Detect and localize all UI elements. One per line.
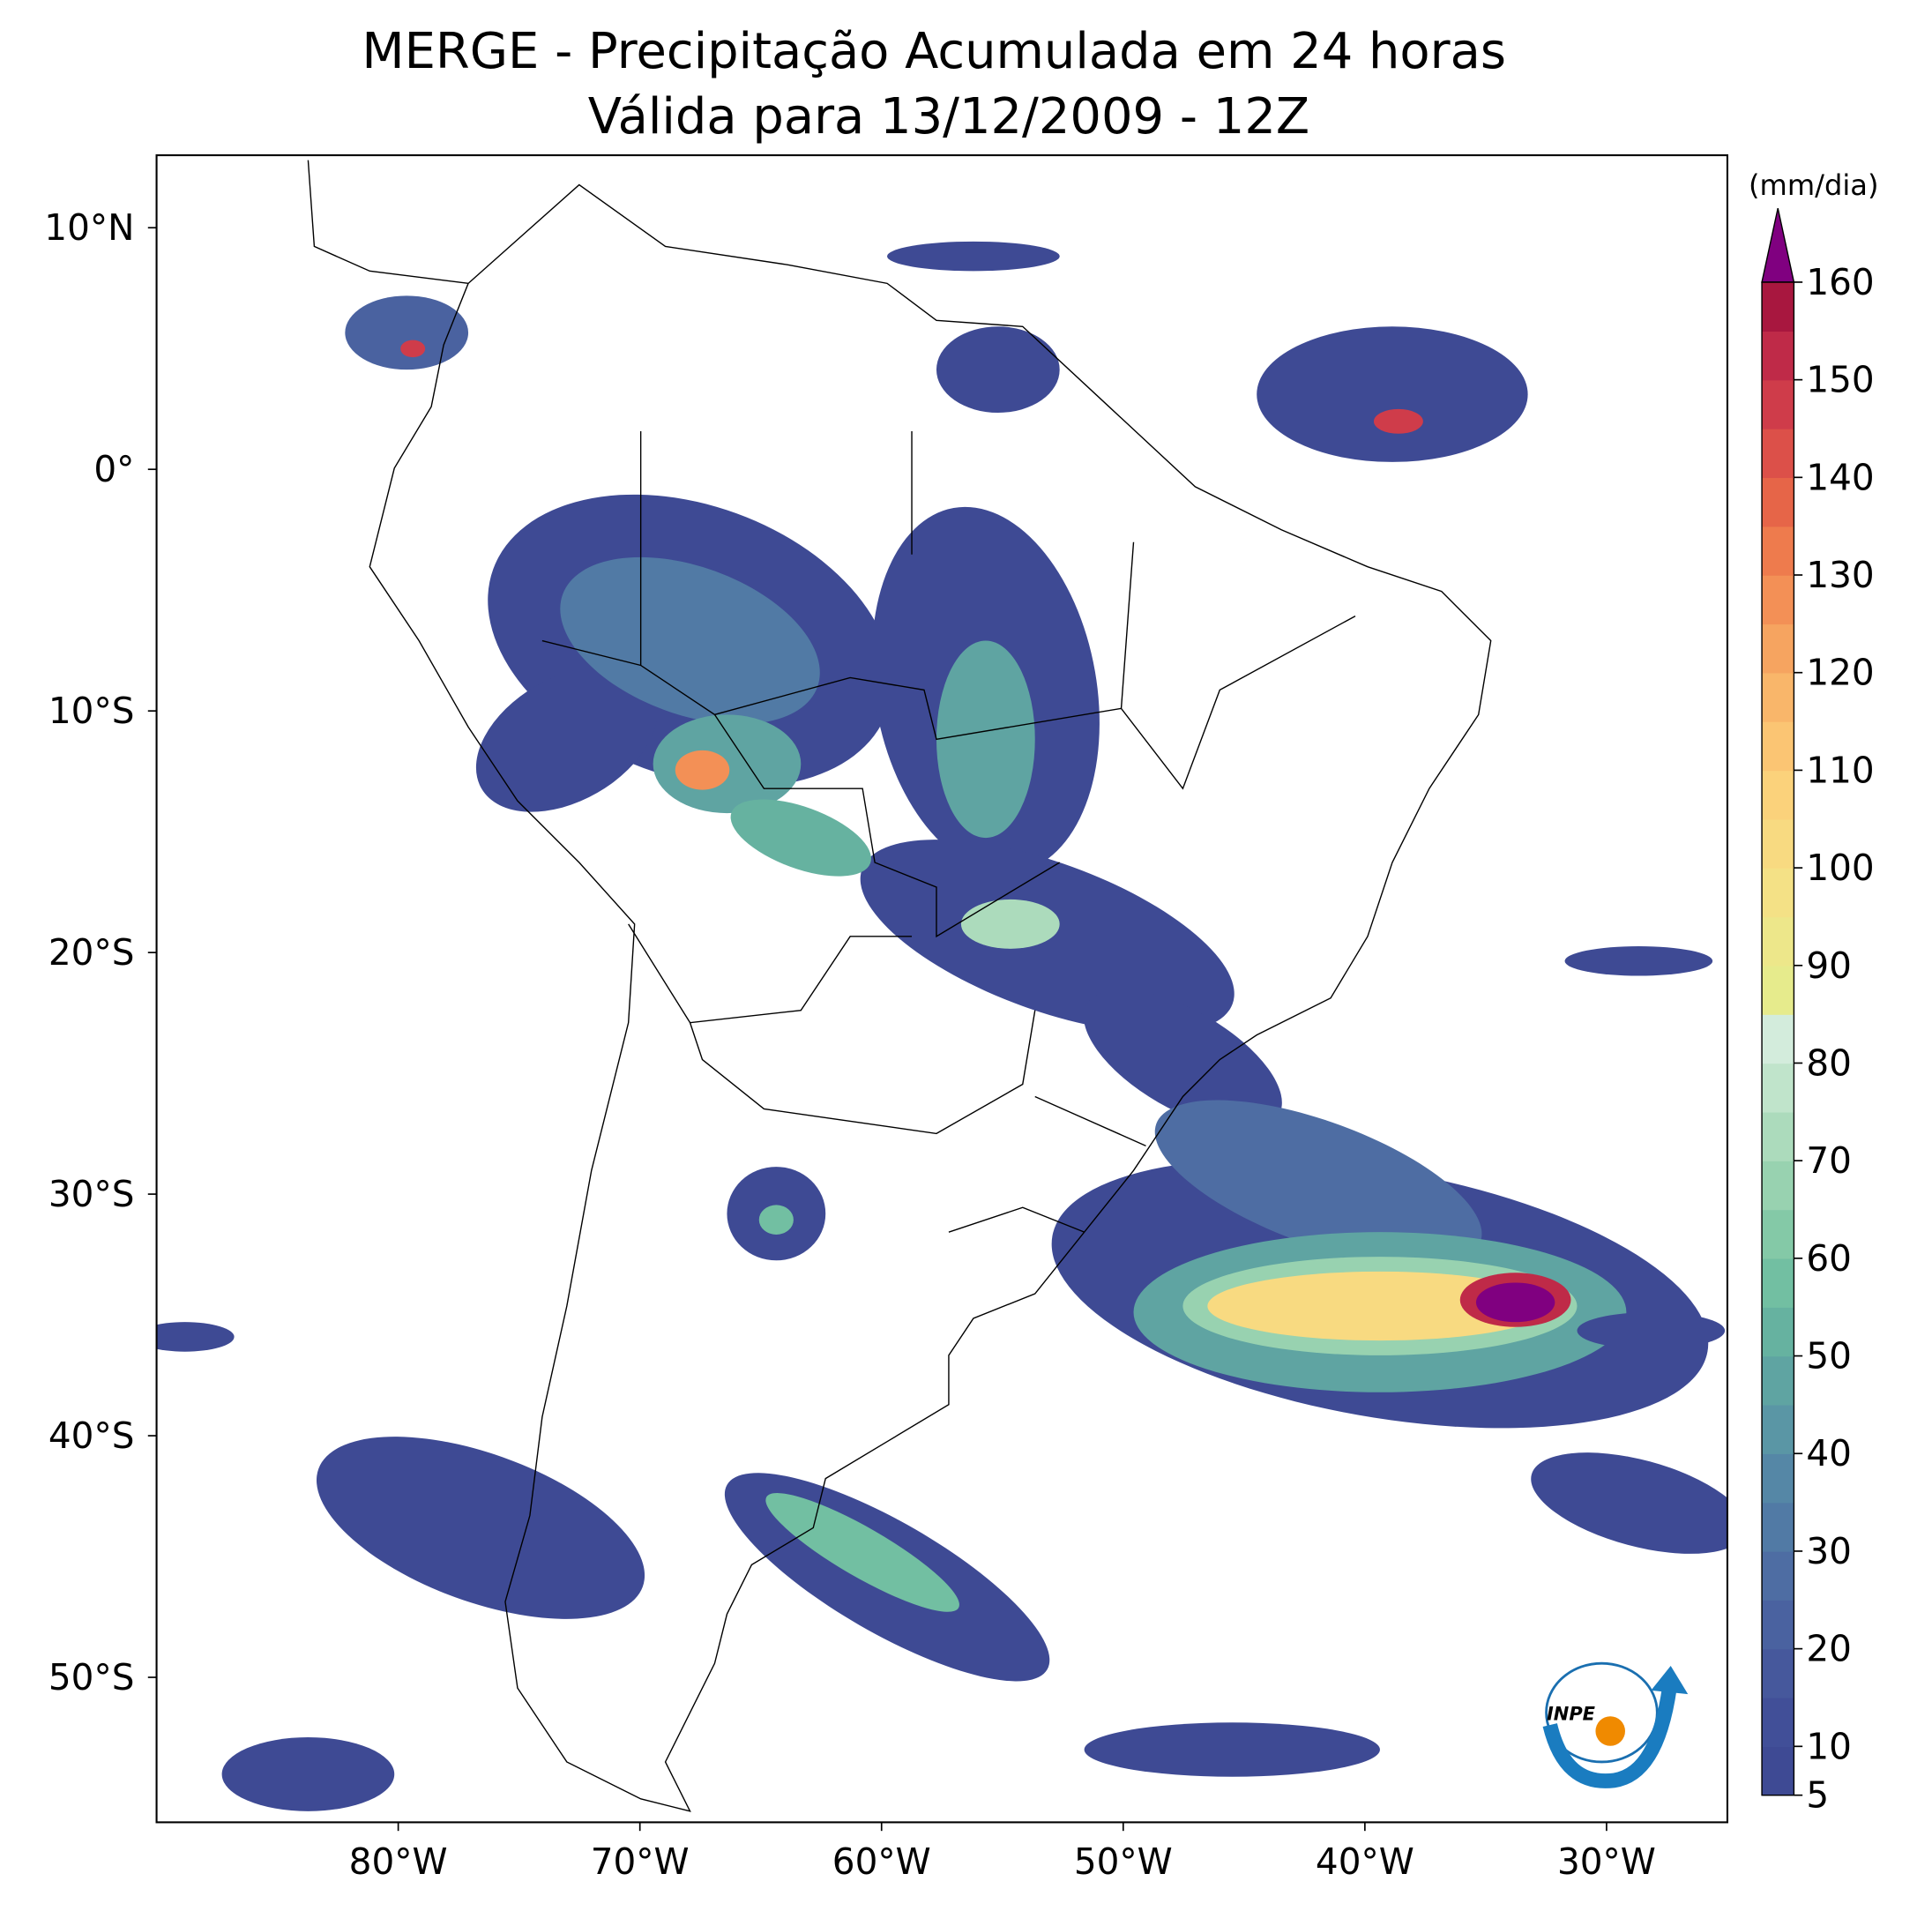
- colorbar-band: [1762, 1307, 1794, 1357]
- y-tick-label: 0°: [93, 448, 134, 490]
- colorbar-band: [1762, 477, 1794, 527]
- colorbar-band: [1762, 868, 1794, 918]
- colorbar-band: [1762, 526, 1794, 576]
- colorbar-tick-label: 20: [1806, 1628, 1852, 1670]
- precipitation-field: [156, 241, 1727, 1811]
- x-tick-label: 60°W: [832, 1840, 931, 1883]
- colorbar-band: [1762, 1258, 1794, 1308]
- y-tick-label: 20°S: [48, 931, 134, 974]
- colorbar-band: [1762, 379, 1794, 429]
- colorbar-band: [1762, 1404, 1794, 1454]
- y-tick-label: 10°N: [44, 206, 134, 249]
- x-tick-label: 70°W: [591, 1840, 690, 1883]
- colorbar-tick-label: 60: [1806, 1237, 1852, 1280]
- x-tick-label: 80°W: [349, 1840, 448, 1883]
- colorbar-tick-label: 70: [1806, 1139, 1852, 1182]
- colorbar-tick-label: 100: [1806, 847, 1874, 889]
- colorbar-tick-label: 160: [1806, 261, 1874, 303]
- colorbar-band: [1762, 623, 1794, 674]
- y-tick-label: 30°S: [48, 1173, 134, 1215]
- colorbar-tick-label: 130: [1806, 554, 1874, 596]
- y-tick-label: 10°S: [48, 690, 134, 732]
- coastlines: [307, 160, 1492, 1812]
- colorbar-band: [1762, 672, 1794, 722]
- colorbar-band: [1762, 818, 1794, 869]
- colorbar: (mm/dia) 5 10 20 30 40 50 60 70 80 90 100 110 120 130…: [1749, 168, 1878, 1817]
- colorbar-tick-label: 5: [1806, 1774, 1829, 1817]
- colorbar-band: [1762, 1697, 1794, 1748]
- colorbar-tick-label: 110: [1806, 749, 1874, 791]
- colorbar-band: [1762, 1209, 1794, 1259]
- inpe-logo: INPE: [1542, 1661, 1689, 1788]
- colorbar-tick-label: 50: [1806, 1335, 1852, 1377]
- colorbar-band: [1762, 1014, 1794, 1064]
- colorbar-band: [1762, 721, 1794, 772]
- colorbar-band: [1762, 281, 1794, 332]
- colorbar-band: [1762, 1600, 1794, 1650]
- colorbar-band: [1762, 965, 1794, 1015]
- colorbar-tick-label: 90: [1806, 944, 1852, 987]
- subtitle: Válida para 13/12/2009 - 12Z: [588, 88, 1309, 146]
- colorbar-band: [1762, 1746, 1794, 1796]
- colorbar-tick-label: 40: [1806, 1432, 1852, 1474]
- colorbar-band: [1762, 428, 1794, 479]
- colorbar-band: [1762, 575, 1794, 625]
- colorbar-band: [1762, 1161, 1794, 1211]
- colorbar-tick-label: 140: [1806, 456, 1874, 498]
- colorbar-band: [1762, 1648, 1794, 1698]
- plot-frame: [155, 153, 1728, 1824]
- logo-text: INPE: [1547, 1703, 1596, 1724]
- colorbar-band: [1762, 331, 1794, 381]
- colorbar-tick-label: 80: [1806, 1041, 1852, 1084]
- colorbar-band: [1762, 916, 1794, 967]
- x-tick-label: 40°W: [1316, 1840, 1414, 1883]
- x-tick-label: 30°W: [1557, 1840, 1656, 1883]
- colorbar-tick-label: 30: [1806, 1530, 1852, 1572]
- colorbar-band: [1762, 1453, 1794, 1504]
- colorbar-band: [1762, 770, 1794, 820]
- colorbar-band: [1762, 1550, 1794, 1601]
- colorbar-tick-label: 120: [1806, 652, 1874, 694]
- colorbar-band: [1762, 1355, 1794, 1406]
- colorbar-band: [1762, 1111, 1794, 1161]
- colorbar-band: [1762, 1063, 1794, 1113]
- x-tick-label: 50°W: [1074, 1840, 1173, 1883]
- colorbar-tick-label: 150: [1806, 359, 1874, 401]
- colorbar-label: (mm/dia): [1749, 168, 1878, 202]
- colorbar-band: [1762, 1502, 1794, 1552]
- title: MERGE - Precipitação Acumulada em 24 hor…: [362, 23, 1506, 80]
- colorbar-extend: [1761, 207, 1795, 283]
- colorbar-tick-label: 10: [1806, 1725, 1852, 1767]
- y-tick-label: 50°S: [48, 1656, 134, 1698]
- colorbar-frame: [1761, 281, 1795, 1796]
- y-tick-label: 40°S: [48, 1415, 134, 1457]
